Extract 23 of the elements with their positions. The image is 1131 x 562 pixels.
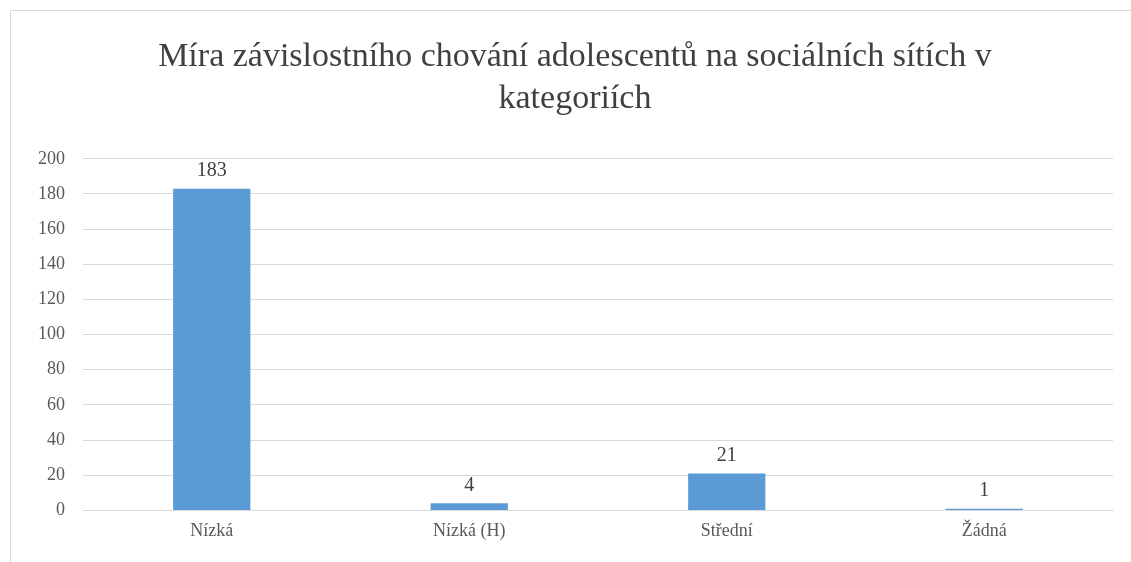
y-tick-label: 60 — [47, 393, 65, 414]
bar — [430, 503, 508, 510]
y-tick-label: 40 — [47, 428, 65, 449]
data-label: 183 — [196, 157, 227, 180]
bar — [688, 473, 766, 510]
y-tick-label: 120 — [38, 288, 65, 309]
x-tick-label: Nízká — [190, 519, 234, 540]
y-tick-label: 80 — [47, 358, 65, 379]
data-label: 21 — [716, 442, 737, 465]
y-tick-label: 180 — [38, 182, 65, 203]
data-label: 1 — [979, 477, 990, 500]
y-tick-label: 20 — [47, 463, 65, 484]
y-tick-label: 100 — [38, 323, 65, 344]
y-tick-label: 140 — [38, 253, 65, 274]
x-tick-label: Nízká (H) — [433, 519, 506, 541]
y-tick-label: 0 — [56, 499, 65, 520]
y-tick-label: 160 — [38, 217, 65, 238]
x-tick-label: Žádná — [961, 518, 1007, 540]
chart-title: Míra závislostního chování adolescentů na sociálních sítích v kategoriích — [157, 35, 993, 117]
y-tick-label: 200 — [38, 147, 65, 168]
x-tick-label: Střední — [700, 519, 753, 540]
bar — [173, 188, 251, 510]
data-label: 4 — [464, 472, 475, 495]
